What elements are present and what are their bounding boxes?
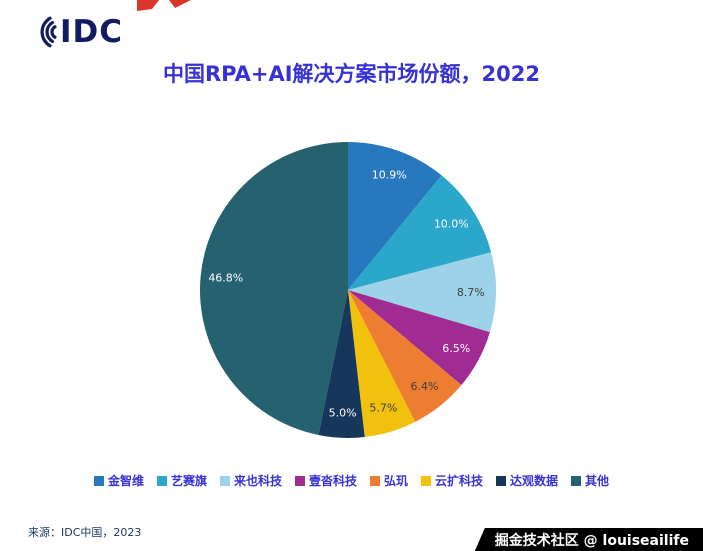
chart-legend: 金智维 艺赛旗 来也科技 壹沓科技 弘玑 云扩科技 达观数据 其他 [0, 472, 703, 489]
chart-title: 中国RPA+AI解决方案市场份额，2022 [163, 62, 540, 86]
slice-label-6: 5.0% [329, 407, 357, 420]
legend-item-6: 达观数据 [496, 472, 558, 489]
slice-label-0: 10.9% [372, 168, 407, 181]
idc-logo-text: IDC [60, 13, 124, 50]
slice-label-3: 6.5% [442, 342, 470, 355]
legend-item-7: 其他 [571, 472, 609, 489]
legend-swatch [219, 475, 230, 486]
pie-chart: 10.9% 10.0% 8.7% 6.5% 6.4% 5.7% 5.0% 46.8% [199, 141, 497, 438]
idc-logo: IDC [22, 12, 123, 52]
legend-item-4: 弘玑 [370, 472, 408, 489]
legend-item-2: 来也科技 [219, 472, 282, 489]
slice-label-7: 46.8% [208, 272, 243, 285]
pie-slice-4 [348, 290, 462, 422]
pie-slice-2 [348, 252, 497, 333]
legend-swatch [370, 475, 380, 486]
legend-swatch [496, 475, 507, 486]
legend-label: 云扩科技 [435, 474, 484, 488]
legend-item-1: 艺赛旗 [156, 472, 207, 489]
legend-label: 弘玑 [384, 474, 409, 488]
slice-label-5: 5.7% [369, 402, 397, 415]
legend-item-5: 云扩科技 [421, 472, 483, 489]
idc-logo-globe-icon [40, 16, 57, 48]
legend-label: 金智维 [107, 474, 144, 488]
slice-label-4: 6.4% [411, 380, 439, 393]
watermark-banner: 掘金技术社区 @ louiseailife [474, 528, 703, 551]
slice-label-2: 8.7% [457, 286, 485, 299]
pie-slice-0 [348, 142, 442, 290]
pie-slice-5 [348, 290, 416, 438]
legend-swatch [294, 475, 305, 486]
legend-label: 达观数据 [510, 474, 559, 488]
legend-swatch [156, 475, 167, 486]
juejin-logo-fragment [137, 0, 191, 11]
legend-label: 壹沓科技 [308, 474, 357, 488]
legend-swatch [571, 475, 582, 486]
pie-slice-3 [348, 290, 490, 386]
legend-label: 来也科技 [233, 474, 282, 488]
pie-slice-7 [199, 141, 348, 436]
slice-label-1: 10.0% [434, 218, 469, 231]
legend-label: 其他 [585, 474, 610, 488]
legend-item-0: 金智维 [93, 472, 144, 489]
pie-slice-1 [348, 175, 492, 290]
legend-swatch [421, 475, 432, 486]
source-note: 来源：IDC中国，2023 [28, 526, 142, 539]
legend-item-3: 壹沓科技 [294, 472, 357, 489]
legend-label: 艺赛旗 [170, 474, 207, 488]
pie-slice-6 [318, 290, 365, 438]
legend-swatch [93, 475, 104, 486]
